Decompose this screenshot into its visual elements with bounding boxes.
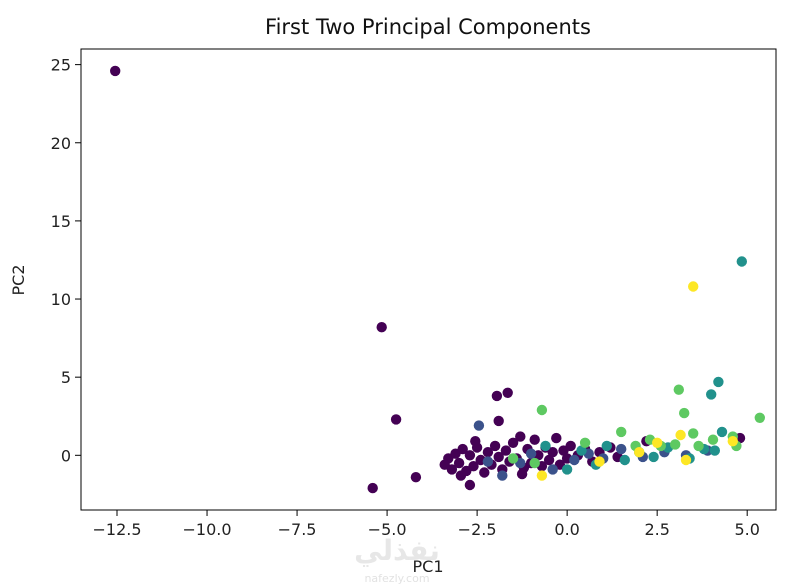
data-point xyxy=(543,454,555,466)
data-point xyxy=(713,376,724,388)
data-point xyxy=(482,456,494,467)
y-tick-label: 20 xyxy=(51,134,71,153)
x-tick-label: 2.5 xyxy=(644,520,669,539)
data-point xyxy=(479,467,490,478)
data-point xyxy=(493,451,504,463)
y-axis-label: PC2 xyxy=(9,265,28,296)
data-point xyxy=(716,426,728,438)
data-point xyxy=(652,437,663,448)
data-point xyxy=(673,384,684,395)
data-point xyxy=(453,457,465,469)
y-tick-label: 10 xyxy=(51,290,71,309)
data-point xyxy=(515,431,526,442)
data-point xyxy=(507,453,519,464)
x-tick-label: −5.0 xyxy=(368,520,407,539)
data-point xyxy=(536,470,548,481)
data-point xyxy=(439,459,450,470)
data-point xyxy=(473,420,485,431)
data-point xyxy=(551,432,562,444)
x-tick-label: −12.5 xyxy=(92,520,141,539)
data-point xyxy=(493,415,504,427)
data-point xyxy=(688,281,699,292)
data-point xyxy=(565,440,576,452)
data-point xyxy=(525,448,537,459)
data-point xyxy=(601,440,612,452)
x-tick-label: 5.0 xyxy=(734,520,759,539)
x-tick-label: −7.5 xyxy=(278,520,317,539)
data-point xyxy=(470,436,481,447)
data-point xyxy=(367,482,378,494)
chart-title: First Two Principal Components xyxy=(265,15,591,39)
data-point xyxy=(561,464,573,475)
data-point xyxy=(754,412,765,423)
data-point xyxy=(616,443,627,455)
data-point xyxy=(693,440,704,452)
data-point xyxy=(482,447,494,458)
y-tick-label: 15 xyxy=(51,212,71,231)
watermark: نفذلي nafezly.com xyxy=(354,534,440,585)
x-tick-label: 0.0 xyxy=(554,520,579,539)
y-tick-label: 5 xyxy=(61,368,71,387)
data-point xyxy=(688,428,699,439)
data-point xyxy=(616,426,627,438)
data-point xyxy=(502,387,513,398)
data-point xyxy=(455,470,467,481)
data-point xyxy=(736,256,747,267)
data-point xyxy=(376,322,387,333)
plot-area xyxy=(80,48,777,511)
data-point xyxy=(390,414,402,425)
data-point xyxy=(516,468,528,480)
data-point xyxy=(569,454,580,466)
data-point xyxy=(679,407,690,419)
data-point xyxy=(410,472,422,483)
data-point xyxy=(547,447,558,458)
x-axis: −12.5 −10.0 −7.5 −5.0 −2.5 0.0 2.5 5.0 xyxy=(92,510,760,539)
data-point xyxy=(497,470,508,481)
data-point xyxy=(491,390,503,402)
data-point xyxy=(536,404,548,416)
data-point xyxy=(706,389,717,400)
data-point xyxy=(707,434,719,445)
data-point xyxy=(464,450,476,461)
data-point xyxy=(507,437,519,448)
x-tick-label: −2.5 xyxy=(458,520,497,539)
data-point xyxy=(709,445,720,456)
data-point xyxy=(727,436,738,447)
data-point xyxy=(680,454,692,466)
watermark-url: nafezly.com xyxy=(364,572,429,585)
data-point xyxy=(619,454,630,466)
data-point xyxy=(457,443,468,455)
data-point xyxy=(540,440,551,452)
data-point xyxy=(464,479,476,491)
data-point xyxy=(529,434,540,445)
watermark-arabic: نفذلي xyxy=(354,534,440,567)
data-point xyxy=(594,456,605,467)
data-point xyxy=(634,447,645,458)
data-point xyxy=(500,445,512,456)
data-point xyxy=(648,451,659,463)
points-layer xyxy=(110,65,765,494)
data-point xyxy=(110,65,121,77)
data-point xyxy=(670,439,681,450)
x-axis-label: PC1 xyxy=(413,557,444,576)
data-point xyxy=(489,440,501,452)
y-tick-label: 25 xyxy=(51,56,71,75)
y-tick-label: 0 xyxy=(61,446,71,465)
data-point xyxy=(576,445,587,456)
data-point xyxy=(675,429,686,441)
data-point xyxy=(547,464,558,475)
x-tick-label: −10.0 xyxy=(183,520,232,539)
data-point xyxy=(579,437,591,448)
data-point xyxy=(529,457,540,469)
y-axis: 0 5 10 15 20 25 xyxy=(51,56,81,465)
data-point xyxy=(468,461,479,472)
